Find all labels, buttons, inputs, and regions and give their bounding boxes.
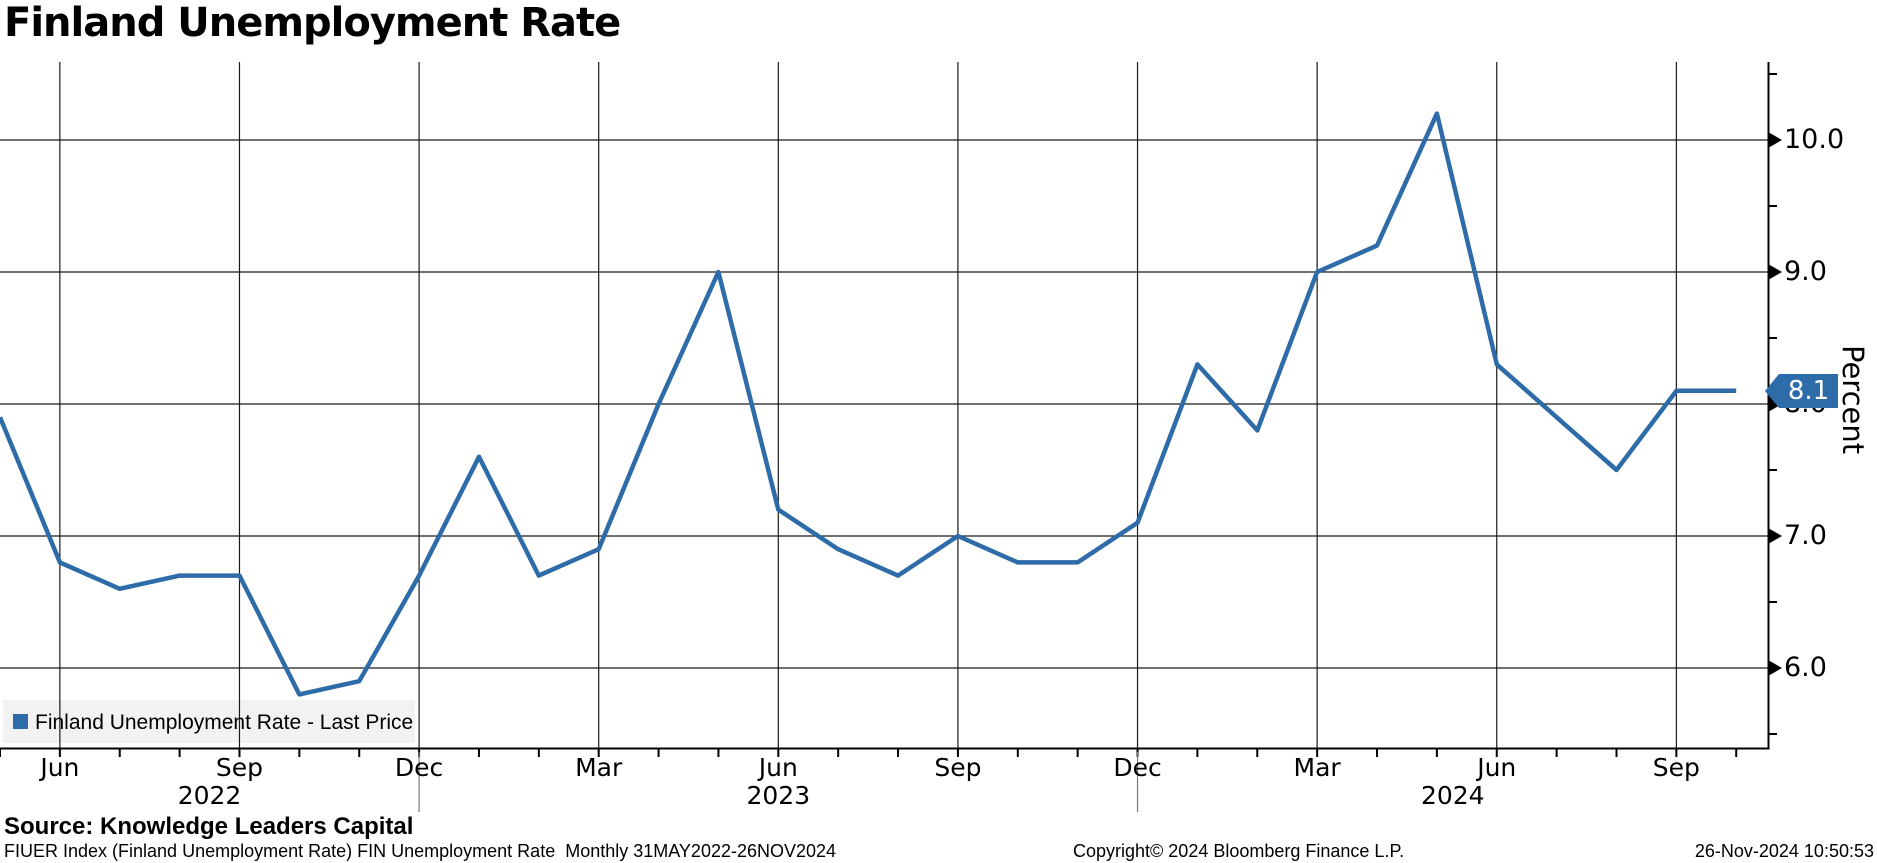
y-axis-label: 7.0 (1784, 520, 1827, 551)
x-axis-month-label: Jun (1477, 753, 1517, 782)
x-axis-year-label: 2022 (177, 781, 242, 810)
y-axis-arrow-icon (1768, 660, 1782, 676)
x-axis-year-label: 2024 (1420, 781, 1485, 810)
x-axis-month-label: Dec (1113, 753, 1162, 782)
y-axis-label: 6.0 (1784, 652, 1827, 683)
footer-timestamp: 26-Nov-2024 10:50:53 (1694, 841, 1874, 861)
x-axis-year-label: 2023 (746, 781, 811, 810)
x-axis-month-label: Sep (934, 753, 982, 782)
y-axis-arrow-icon (1768, 132, 1782, 148)
last-price-badge: 8.1 (1779, 374, 1838, 408)
footer-ticker-info: FIUER Index (Finland Unemployment Rate) … (4, 841, 837, 861)
x-axis-month-label: Sep (1652, 753, 1700, 782)
x-axis-month-label: Sep (215, 753, 264, 782)
legend-label: Finland Unemployment Rate - Last Price (35, 711, 414, 734)
y-axis-arrow-icon (1768, 264, 1782, 280)
x-axis-month-label: Dec (394, 753, 444, 782)
last-price-badge-tip (1765, 374, 1779, 408)
y-axis-title: Percent (1836, 345, 1870, 455)
y-axis-label: 10.0 (1784, 124, 1845, 155)
footer-copyright: Copyright© 2024 Bloomberg Finance L.P. (1073, 841, 1405, 861)
legend-swatch (13, 714, 28, 729)
x-axis-month-label: Mar (575, 753, 623, 782)
x-axis-month-label: Jun (758, 753, 798, 782)
x-axis-month-label: Mar (1293, 753, 1341, 782)
chart-title: Finland Unemployment Rate (4, 0, 621, 46)
y-axis-arrow-icon (1768, 528, 1782, 544)
source-label: Source: Knowledge Leaders Capital (4, 813, 414, 840)
x-axis-month-label: Jun (40, 753, 80, 782)
y-axis-label: 9.0 (1784, 256, 1827, 287)
price-line (0, 111, 1737, 697)
legend-box: Finland Unemployment Rate - Last Price (3, 700, 415, 743)
